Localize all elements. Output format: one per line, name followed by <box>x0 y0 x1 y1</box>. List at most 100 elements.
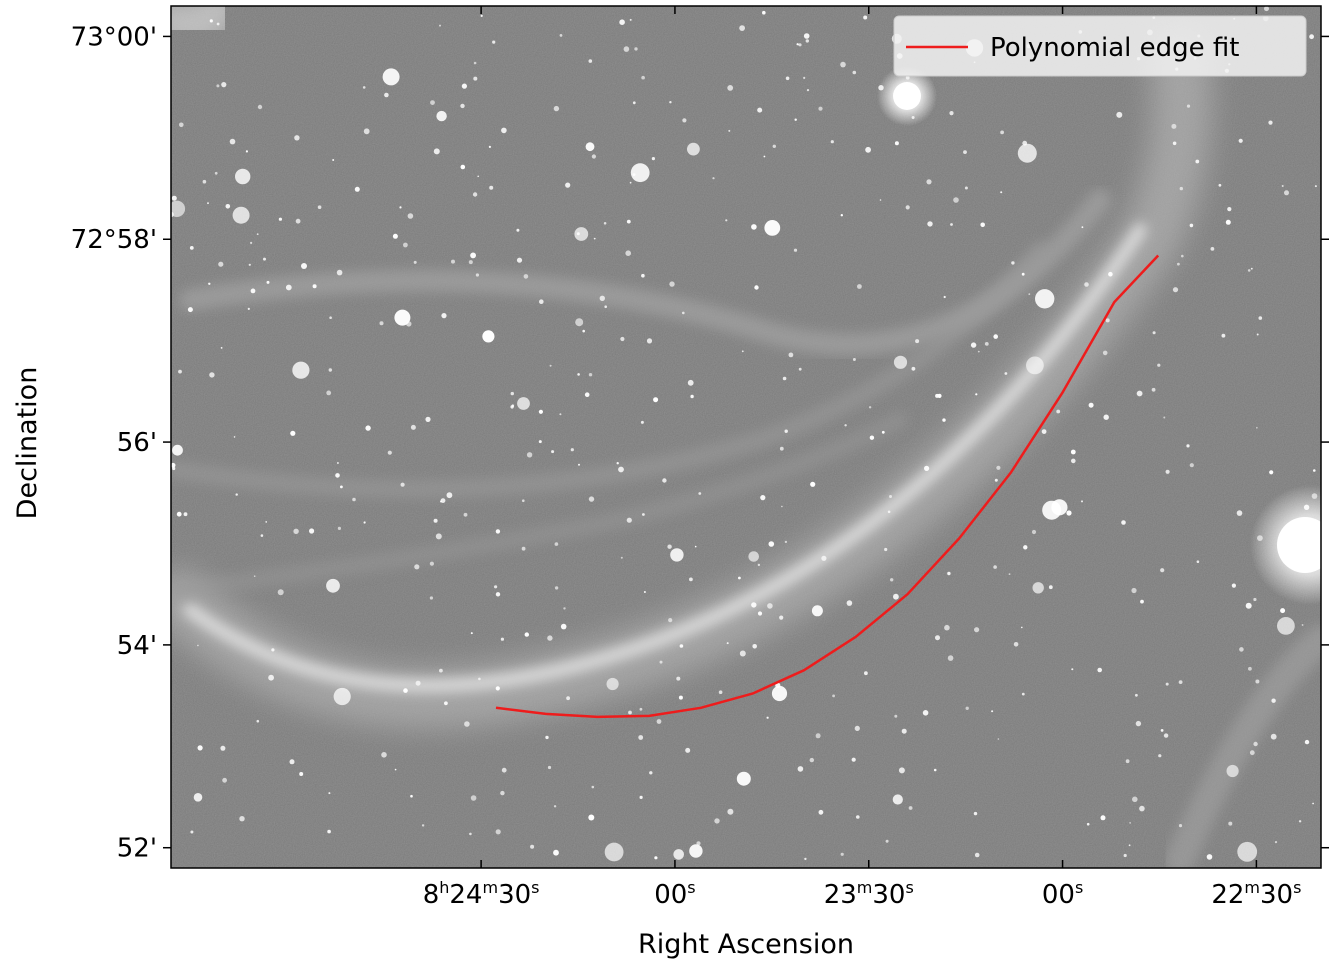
star <box>779 615 784 620</box>
star <box>220 745 226 751</box>
star <box>414 564 420 570</box>
star <box>492 40 496 44</box>
star <box>619 19 625 26</box>
star <box>429 561 434 566</box>
star <box>851 757 856 762</box>
star <box>538 409 544 414</box>
star <box>214 171 218 175</box>
star <box>668 618 673 623</box>
star <box>1136 390 1143 397</box>
star <box>1132 796 1138 803</box>
star <box>1186 444 1190 448</box>
star <box>604 305 607 309</box>
star <box>209 19 213 23</box>
star <box>470 632 473 635</box>
star <box>856 815 860 819</box>
series-layer <box>495 254 1160 719</box>
star <box>673 849 684 860</box>
star <box>387 450 392 455</box>
star <box>893 593 899 600</box>
star <box>1163 416 1166 419</box>
star <box>1070 449 1076 455</box>
star <box>460 103 465 109</box>
star <box>1189 223 1194 228</box>
star <box>559 34 563 37</box>
star <box>694 545 697 548</box>
star <box>796 43 799 46</box>
star <box>172 466 176 471</box>
star <box>501 127 507 134</box>
star <box>473 76 478 81</box>
star <box>444 701 448 706</box>
star <box>656 719 662 724</box>
star <box>927 221 933 227</box>
star <box>678 695 683 700</box>
star <box>577 373 580 376</box>
star <box>760 495 766 501</box>
star <box>970 342 977 348</box>
star <box>1056 409 1061 414</box>
star <box>852 70 857 75</box>
star <box>1258 316 1263 320</box>
star <box>1250 267 1253 270</box>
star <box>524 632 529 637</box>
star <box>889 495 892 498</box>
star <box>728 129 731 132</box>
star <box>501 767 507 773</box>
star <box>522 499 525 503</box>
star <box>559 413 562 416</box>
star <box>392 233 398 239</box>
star <box>1108 271 1113 277</box>
star <box>333 687 351 706</box>
star <box>1237 841 1258 862</box>
star <box>1186 104 1191 108</box>
star <box>1097 667 1102 673</box>
y-tick-label: 54' <box>117 631 157 661</box>
star <box>768 541 775 547</box>
star <box>1269 470 1274 475</box>
star <box>1021 272 1025 276</box>
star <box>312 284 317 289</box>
star <box>256 719 260 723</box>
star <box>926 179 932 185</box>
y-tick-label: 52' <box>117 834 157 864</box>
star <box>1135 693 1138 697</box>
star <box>256 233 259 236</box>
star <box>495 529 501 534</box>
star <box>643 591 646 593</box>
star <box>1189 463 1194 468</box>
star <box>482 330 495 343</box>
star <box>1066 510 1072 516</box>
star <box>659 660 663 664</box>
y-tick-label: 56' <box>117 428 157 458</box>
star <box>1008 573 1011 575</box>
star <box>805 39 809 43</box>
star <box>526 452 533 458</box>
star <box>641 273 645 278</box>
star <box>1225 219 1231 225</box>
star <box>1011 261 1015 265</box>
star <box>352 497 356 502</box>
star <box>1178 824 1183 828</box>
star <box>797 766 804 772</box>
star <box>682 311 685 315</box>
star <box>189 246 194 250</box>
star <box>714 818 720 824</box>
star <box>410 424 416 430</box>
star <box>767 603 773 609</box>
star <box>964 186 968 190</box>
star <box>1206 854 1213 860</box>
star <box>332 159 335 161</box>
star <box>718 690 723 694</box>
star <box>1081 226 1084 229</box>
star <box>563 607 566 610</box>
y-tick-label: 73°00' <box>71 22 157 52</box>
star <box>461 83 467 89</box>
star <box>207 202 209 205</box>
star <box>248 263 251 266</box>
star <box>865 146 871 153</box>
star <box>253 575 256 577</box>
legend-box <box>893 15 1307 77</box>
star <box>1026 356 1044 375</box>
star <box>736 771 751 786</box>
